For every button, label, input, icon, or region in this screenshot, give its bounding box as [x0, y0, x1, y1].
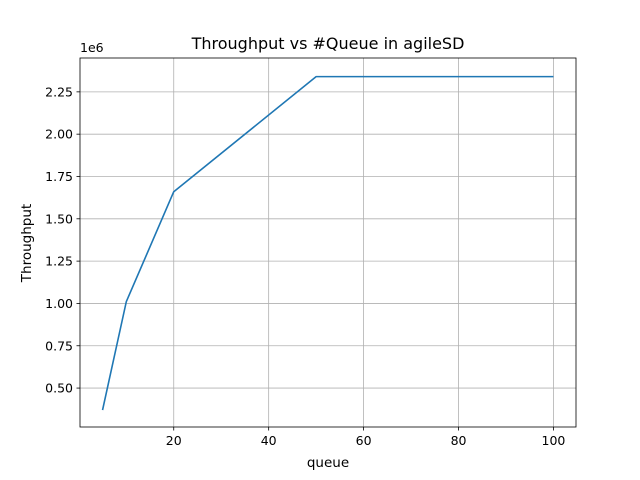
x-tick-label: 40 — [261, 433, 277, 448]
y-offset-label: 1e6 — [80, 40, 104, 55]
series-layer — [101, 75, 554, 411]
chart-title: Throughput vs #Queue in agileSD — [191, 34, 465, 53]
x-axis-ticks: 20 40 60 80 100 — [166, 427, 566, 448]
grid-lines — [80, 58, 576, 427]
y-tick-label: 1.25 — [45, 254, 73, 269]
x-tick-label: 80 — [451, 433, 467, 448]
y-axis-ticks: 0.50 0.75 1.00 1.25 1.50 1.75 2.00 2.25 — [45, 84, 80, 396]
y-tick-label: 2.00 — [45, 127, 73, 142]
y-tick-label: 1.50 — [45, 211, 73, 226]
x-axis-label: queue — [307, 455, 349, 471]
series-line — [101, 75, 554, 411]
plot-frame — [79, 57, 577, 428]
y-axis-label: Throughput — [19, 204, 35, 283]
y-tick-label: 2.25 — [45, 84, 73, 99]
x-tick-label: 60 — [356, 433, 372, 448]
y-tick-label: 1.00 — [45, 296, 73, 311]
y-tick-label: 1.75 — [45, 169, 73, 184]
y-tick-label: 0.50 — [45, 381, 73, 396]
y-tick-label: 0.75 — [45, 338, 73, 353]
x-tick-label: 100 — [542, 433, 566, 448]
x-tick-label: 20 — [166, 433, 182, 448]
